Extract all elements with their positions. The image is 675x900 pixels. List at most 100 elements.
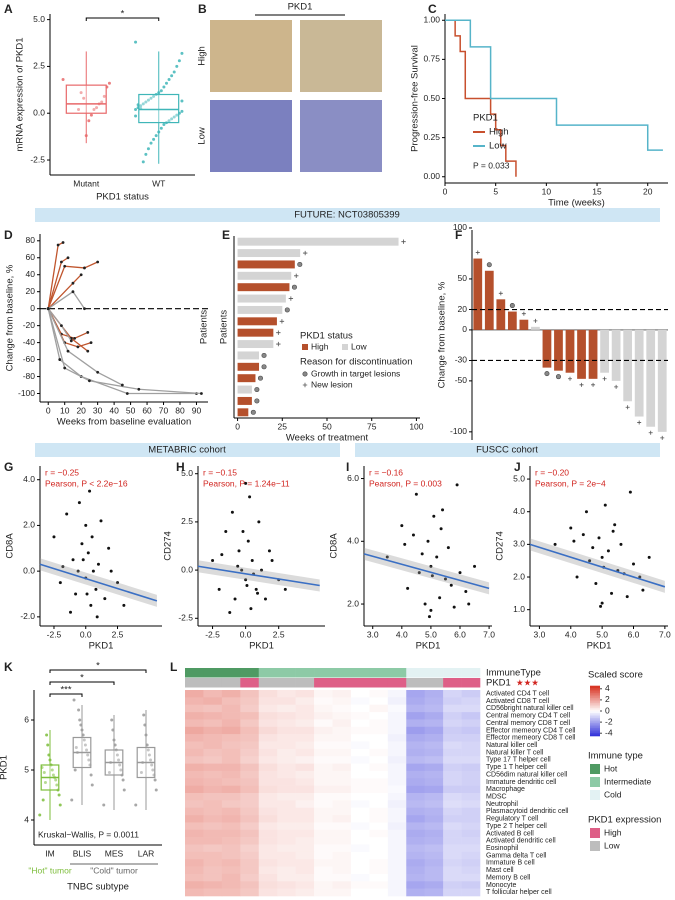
- colorbar-label: 2: [605, 694, 610, 704]
- heat-cell: [314, 844, 333, 853]
- heat-cell: [295, 741, 315, 750]
- heat-cell: [185, 793, 204, 801]
- point: [112, 738, 116, 742]
- x-tick-label: 6.0: [454, 629, 466, 639]
- x-tick-label: 70: [159, 405, 169, 415]
- row-label: Effector memeory CD4 T cell: [486, 727, 576, 734]
- heat-cell: [369, 726, 389, 735]
- heat-cell: [258, 822, 278, 831]
- heat-cell: [332, 763, 352, 772]
- column-annotation: [350, 668, 370, 678]
- point: [426, 539, 430, 543]
- y-tick-label: 4.0: [347, 536, 359, 546]
- point: [228, 611, 232, 615]
- heat-cell: [277, 785, 296, 794]
- heat-cell: [350, 726, 370, 735]
- heat-cell: [221, 829, 241, 838]
- heat-cell: [461, 859, 481, 867]
- point: [61, 565, 65, 569]
- point: [84, 523, 88, 527]
- heat-cell: [240, 734, 260, 742]
- point: [427, 615, 431, 619]
- heat-cell: [221, 778, 241, 786]
- point: [92, 107, 96, 111]
- colorbar-step: [590, 689, 600, 692]
- bar: [507, 311, 517, 330]
- point: [157, 91, 161, 95]
- heat-cell: [295, 726, 315, 735]
- box: [65, 84, 107, 114]
- heat-cell: [277, 697, 296, 706]
- event-marker: [614, 384, 619, 389]
- heat-cell: [424, 881, 444, 889]
- heat-cell: [332, 741, 352, 750]
- event-marker: [261, 352, 267, 358]
- heat-cell: [185, 697, 204, 706]
- heat-cell: [424, 697, 444, 706]
- heat-cell: [203, 690, 223, 698]
- survival-curve: [445, 19, 663, 151]
- panel-title: PKD1: [288, 2, 313, 13]
- annotation: r = −0.25: [45, 467, 79, 477]
- point: [42, 771, 46, 774]
- point: [597, 536, 601, 540]
- colorbar-step: [590, 734, 600, 737]
- heat-cell: [424, 822, 444, 831]
- event-marker: [579, 382, 584, 387]
- y-tick-label: 1.00: [423, 15, 440, 25]
- row-label: Macrophage: [486, 786, 525, 793]
- bar: [237, 249, 301, 258]
- x-tick-label: 7.0: [659, 629, 671, 639]
- heat-cell: [369, 800, 389, 809]
- heat-cell: [258, 866, 278, 875]
- heat-cell: [258, 837, 278, 845]
- heat-cell: [185, 800, 204, 809]
- y-tick-label: 2.0: [347, 598, 359, 608]
- point: [83, 743, 87, 747]
- event-marker: [521, 311, 526, 316]
- heat-cell: [314, 822, 333, 831]
- heat-cell: [203, 888, 223, 897]
- heat-cell: [406, 697, 425, 706]
- point: [236, 564, 240, 568]
- y-axis-label: Patients: [219, 310, 230, 345]
- colorbar-step: [590, 714, 600, 717]
- heat-cell: [387, 756, 407, 764]
- heat-cell: [314, 719, 333, 728]
- bar: [600, 329, 609, 373]
- event-marker: [401, 239, 406, 244]
- heat-cell: [240, 712, 260, 720]
- column-annotation: [424, 668, 444, 678]
- event-marker: [276, 341, 281, 347]
- y-tick-label: 2.0: [513, 571, 525, 581]
- y-tick-label: 100: [453, 222, 467, 232]
- heat-cell: [295, 712, 315, 720]
- event-marker: [257, 375, 263, 381]
- y-tick-label: 5.0: [513, 473, 525, 483]
- point: [146, 98, 150, 102]
- heat-cell: [314, 881, 333, 889]
- event-marker: [544, 371, 550, 377]
- heat-cell: [240, 690, 260, 698]
- colorbar-step: [590, 694, 600, 697]
- point: [95, 615, 99, 619]
- point: [385, 555, 389, 559]
- point: [594, 582, 598, 586]
- heat-cell: [185, 859, 204, 867]
- point: [153, 778, 157, 782]
- point: [81, 558, 85, 562]
- point: [82, 738, 86, 742]
- vertex: [61, 241, 65, 244]
- heat-cell: [424, 712, 444, 720]
- y-tick-label: -80: [23, 371, 36, 381]
- heat-cell: [203, 815, 223, 823]
- event-marker: [276, 330, 281, 335]
- heat-cell: [369, 888, 389, 897]
- heat-cell: [369, 719, 389, 728]
- x-axis-label: PKD1: [89, 641, 114, 652]
- heat-cell: [221, 844, 241, 853]
- point: [149, 141, 153, 145]
- point: [180, 99, 184, 103]
- point: [102, 803, 106, 807]
- banner-label: FUSCC cohort: [476, 445, 538, 456]
